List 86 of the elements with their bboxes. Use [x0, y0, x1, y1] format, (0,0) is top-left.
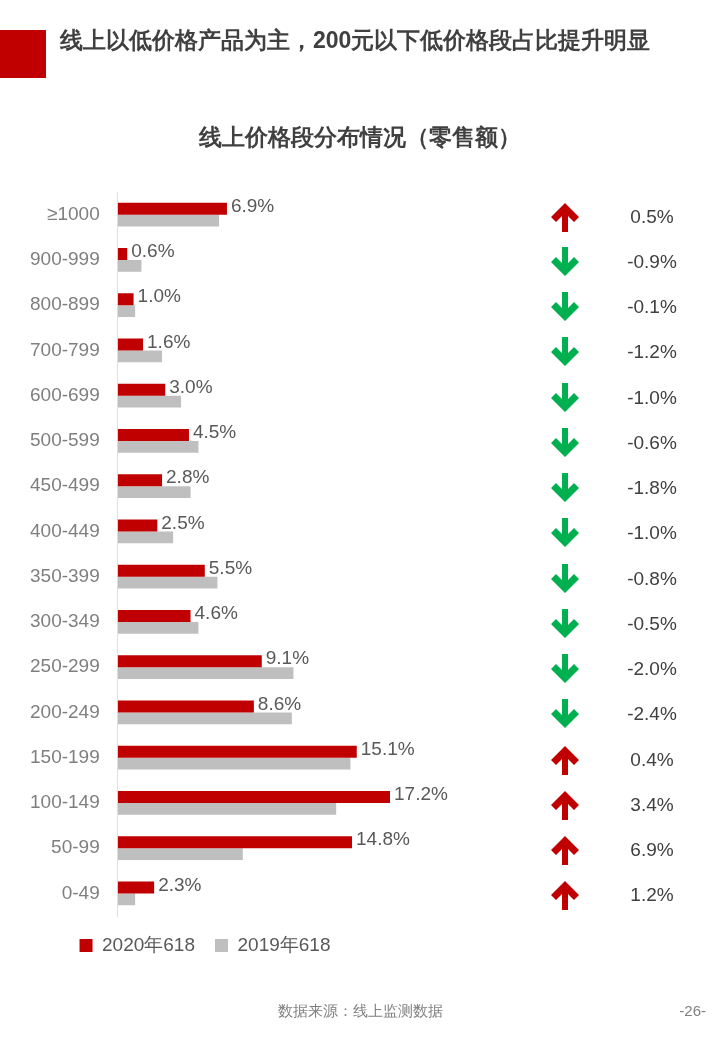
bar: [117, 350, 163, 363]
bar: [117, 610, 191, 622]
bar: [117, 305, 136, 317]
bar: [117, 259, 142, 272]
y-tick-label: 500-599: [29, 429, 100, 451]
data-label: 8.6%: [257, 692, 302, 714]
bar: [117, 395, 182, 408]
data-label: 9.1%: [265, 647, 310, 669]
bar: [117, 757, 351, 770]
y-tick-label: 150-199: [29, 745, 100, 767]
text: -0.5%: [626, 612, 678, 635]
bar: [117, 700, 254, 713]
y-tick-label: 250-299: [29, 655, 100, 677]
text: -0.9%: [626, 250, 678, 273]
bar: [117, 202, 227, 215]
legend-label: 2019年618: [237, 933, 331, 955]
data-label: 5.5%: [208, 556, 253, 578]
y-tick-label: 900-999: [29, 248, 100, 270]
data-label: 4.5%: [192, 421, 237, 443]
bar: [117, 474, 163, 487]
data-label: 14.8%: [356, 828, 410, 850]
y-tick-label: 100-149: [29, 791, 100, 813]
source-note: 数据来源：线上监测数据: [277, 1002, 443, 1019]
y-tick-label: ≥1000: [47, 202, 100, 224]
bar: [117, 655, 262, 668]
bar: [117, 440, 199, 453]
bar: [117, 338, 144, 351]
bar: [117, 893, 136, 906]
data-label: 1.6%: [147, 330, 191, 352]
data-label: 0.6%: [131, 240, 175, 262]
data-label: 6.9%: [230, 194, 275, 216]
text: 1.2%: [629, 884, 675, 907]
y-tick-label: 450-499: [29, 474, 100, 496]
y-tick-label: 400-449: [29, 519, 100, 541]
bar: [117, 519, 158, 532]
y-tick-label: 350-399: [29, 564, 100, 586]
text: -2.4%: [626, 703, 678, 726]
bar: [117, 791, 390, 803]
y-tick-label: 50-99: [51, 836, 100, 858]
bar: [117, 383, 166, 396]
text: -1.2%: [626, 341, 678, 364]
text: -0.1%: [626, 296, 678, 319]
data-label: 2.8%: [166, 466, 210, 488]
y-tick-label: 200-249: [29, 700, 100, 722]
bar: [117, 745, 357, 758]
data-label: 2.5%: [161, 511, 205, 533]
data-label: 15.1%: [360, 737, 415, 759]
bar: [117, 836, 353, 849]
y-tick-label: 700-799: [29, 338, 100, 360]
bar: [117, 621, 199, 634]
text: -1.0%: [626, 522, 678, 545]
text: -0.8%: [626, 567, 678, 590]
text: -26-: [679, 1002, 706, 1019]
bar: [117, 248, 128, 260]
bar: [117, 667, 294, 679]
text: -1.8%: [626, 477, 678, 500]
bar: [117, 881, 155, 894]
text: -0.6%: [626, 431, 678, 454]
bar: [117, 486, 191, 498]
data-label: 3.0%: [169, 375, 213, 397]
chart-subtitle: 线上价格段分布情况（零售额）: [198, 123, 522, 152]
bar: [117, 531, 174, 544]
text: 0.4%: [629, 748, 675, 771]
data-label: 17.2%: [394, 783, 448, 805]
chart-title: 线上以低价格产品为主，200元以下低价格段占比提升明显: [60, 26, 652, 54]
bar: [117, 214, 220, 227]
bar: [117, 293, 134, 306]
bar: [117, 712, 292, 725]
bar: [117, 802, 337, 815]
bar: [117, 848, 243, 860]
text: -2.0%: [626, 658, 678, 681]
y-tick-label: 300-349: [29, 610, 100, 632]
legend-label: 2020年618: [102, 933, 195, 955]
bar: [117, 576, 218, 589]
y-tick-label: 600-699: [29, 383, 100, 405]
y-tick-label: 0-49: [61, 881, 100, 903]
text: -1.0%: [626, 386, 678, 409]
text: 3.4%: [629, 793, 675, 816]
bar: [117, 564, 205, 577]
data-label: 4.6%: [194, 602, 238, 624]
bar: [117, 429, 189, 441]
data-label: 2.3%: [158, 873, 202, 895]
data-label: 1.0%: [137, 285, 181, 307]
y-tick-label: 800-899: [29, 293, 100, 315]
text: 6.9%: [629, 839, 675, 862]
text: 0.5%: [629, 205, 675, 228]
